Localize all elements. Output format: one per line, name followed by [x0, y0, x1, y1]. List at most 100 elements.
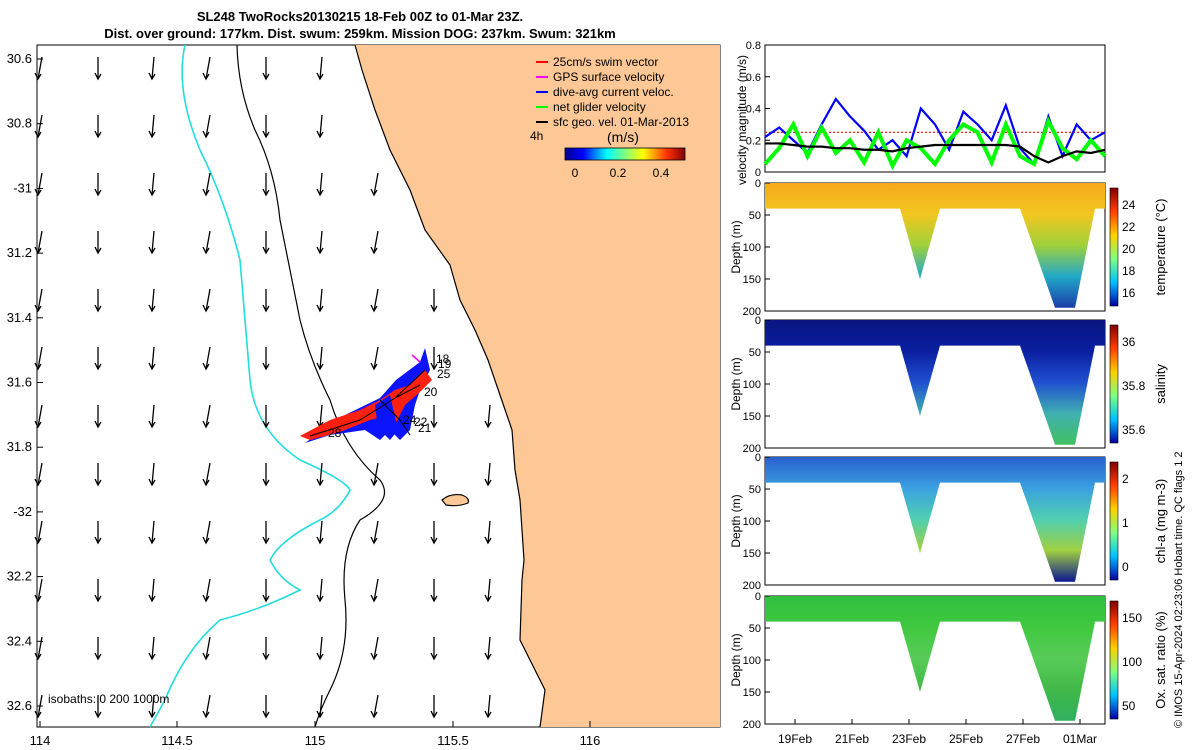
- current-vector: [319, 346, 323, 370]
- lat-tick: -31: [13, 180, 32, 195]
- lat-tick: 30.8: [7, 116, 32, 131]
- current-vector-head: [316, 652, 324, 661]
- date-tick: 25Feb: [949, 732, 983, 746]
- lat-tick: 31.4: [7, 310, 32, 325]
- current-vector-head: [484, 536, 492, 545]
- glider-track: [300, 348, 432, 443]
- velocity-series-line: [763, 116, 1107, 171]
- depth-tick: 200: [743, 580, 761, 592]
- section-field: [765, 457, 1105, 582]
- current-vector-head: [262, 420, 270, 429]
- current-vector-head: [34, 72, 42, 81]
- current-vector: [205, 172, 211, 196]
- current-vector: [319, 114, 323, 138]
- current-vector: [37, 636, 43, 660]
- current-vector: [319, 462, 323, 486]
- depth-tick: 100: [743, 516, 761, 528]
- velocity-ytick: 0: [755, 167, 761, 179]
- current-vector-head: [262, 362, 270, 371]
- current-vector-head: [430, 710, 438, 719]
- current-vector: [151, 694, 155, 718]
- legend-label: dive-avg current veloc.: [553, 85, 674, 99]
- current-vector-head: [34, 478, 42, 487]
- island: [441, 493, 469, 507]
- colorbar-label: salinity: [1153, 364, 1168, 404]
- section-colorbar: [1109, 600, 1119, 720]
- depth-tick: 50: [749, 484, 761, 496]
- current-vector-head: [316, 362, 324, 371]
- current-vector: [487, 404, 491, 428]
- current-vector-head: [484, 594, 492, 603]
- current-vector: [373, 230, 379, 254]
- legend-label: GPS surface velocity: [553, 70, 664, 84]
- current-vector-head: [316, 72, 324, 81]
- lat-tick: 32.6: [7, 698, 32, 713]
- depth-tick: 100: [743, 242, 761, 254]
- current-vector-head: [148, 72, 156, 81]
- current-vector: [205, 56, 211, 80]
- velocity-ytick: 0.2: [746, 135, 761, 147]
- colorbar-tick: 2: [1122, 472, 1129, 486]
- current-vector: [319, 404, 323, 428]
- depth-tick: 0: [755, 591, 761, 603]
- colorbar-tick: 1: [1122, 516, 1129, 530]
- velocity-axes: [764, 44, 1106, 173]
- colorbar-tick: 24: [1122, 198, 1136, 212]
- current-vector-head: [430, 478, 438, 487]
- current-vector-head: [34, 188, 42, 197]
- depth-tick: 200: [743, 719, 761, 731]
- speed-colorbar: 4h (m/s) 0 0.2 0.4: [530, 129, 686, 180]
- current-vector: [373, 288, 379, 312]
- current-vector: [37, 404, 43, 428]
- isobath-label: isobaths: 0 200 1000m: [48, 692, 169, 706]
- current-vector-head: [148, 130, 156, 139]
- current-vector-head: [262, 304, 270, 313]
- velocity-ylabel: velocity magnitude (m/s): [735, 54, 749, 185]
- current-vector: [151, 114, 155, 138]
- current-vector: [319, 56, 323, 80]
- date-tick: 23Feb: [892, 732, 926, 746]
- colorbar-tick: 16: [1122, 286, 1136, 300]
- depth-tick: 50: [749, 210, 761, 222]
- legend-label: net glider velocity: [553, 100, 646, 114]
- current-vector: [151, 56, 155, 80]
- current-vector: [205, 578, 211, 602]
- current-vector: [487, 694, 491, 718]
- current-vector: [487, 462, 491, 486]
- current-vector-head: [202, 304, 210, 313]
- figure-title-line1: SL248 TwoRocks20130215 18-Feb 00Z to 01-…: [196, 9, 524, 24]
- colorbar-tick: 22: [1122, 220, 1136, 234]
- current-vector-head: [316, 710, 324, 719]
- date-tick: 21Feb: [835, 732, 869, 746]
- current-vector: [205, 230, 211, 254]
- track-day-label: 24: [403, 413, 417, 427]
- current-vector: [319, 172, 323, 196]
- depth-tick: 200: [743, 306, 761, 318]
- figure-title-line2: Dist. over ground: 177km. Dist. swum: 25…: [104, 26, 616, 41]
- current-vector: [37, 114, 43, 138]
- lat-tick: 31.8: [7, 439, 32, 454]
- current-vector: [151, 636, 155, 660]
- current-vector: [373, 578, 379, 602]
- colorbar-tick: 20: [1122, 242, 1136, 256]
- depth-tick: 0: [755, 315, 761, 327]
- current-vector: [205, 404, 211, 428]
- current-vector-head: [202, 536, 210, 545]
- current-vector-head: [316, 246, 324, 255]
- current-vector-head: [94, 478, 102, 487]
- current-vector-head: [202, 130, 210, 139]
- current-vector: [319, 520, 323, 544]
- lon-tick: 116: [580, 733, 601, 748]
- velocity-ytick: 0.8: [746, 40, 761, 52]
- isobath-1000: [149, 44, 351, 728]
- current-vector-head: [484, 420, 492, 429]
- current-vector: [373, 462, 379, 486]
- time-step-label: 4h: [530, 129, 543, 143]
- track-day-label: 22: [414, 415, 428, 429]
- current-vector-head: [34, 594, 42, 603]
- track-day-label: 18: [436, 352, 450, 366]
- current-vector-head: [430, 652, 438, 661]
- track-day-label: 20: [424, 385, 438, 399]
- current-vector-head: [202, 594, 210, 603]
